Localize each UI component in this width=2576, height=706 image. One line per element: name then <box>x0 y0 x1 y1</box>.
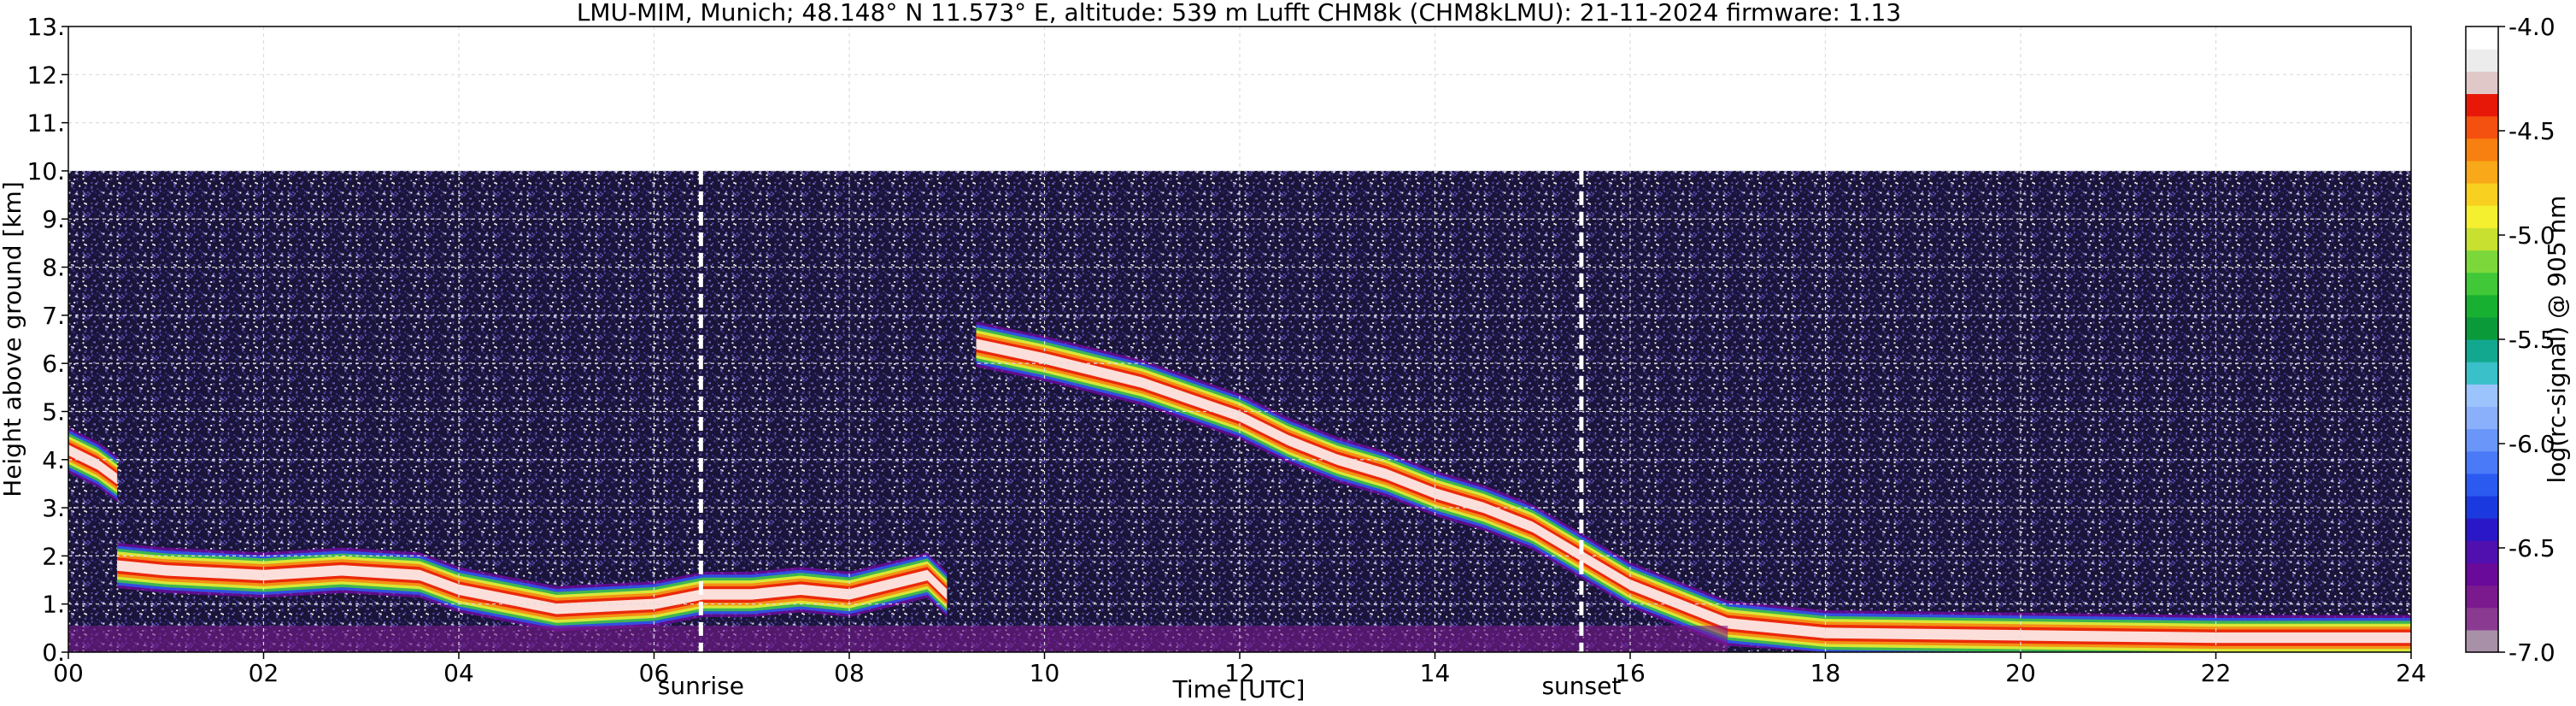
layer-band <box>117 560 948 615</box>
layer-band <box>976 324 2411 652</box>
y-tick-label: 6. <box>42 350 65 378</box>
y-tick-label: 10. <box>26 157 65 185</box>
y-axis-ticks: 0. 1. 2. 3. 4. 5. 6. 7. 8. 9. 10. 11. 12. 13. <box>26 13 68 667</box>
y-tick-label: 1. <box>42 591 65 619</box>
colorbar-ticks: -4.0 -4.5 -5.0 -5.5 -6.0 -6.5 -7.0 <box>2498 13 2555 667</box>
colorbar: -4.0 -4.5 -5.0 -5.5 -6.0 -6.5 -7.0 log(rc-sign… <box>2465 13 2571 667</box>
grid-lines <box>68 26 2411 652</box>
y-tick-label: 11. <box>26 109 65 138</box>
event-lines <box>698 170 1584 652</box>
chart-title: LMU-MIM, Munich; 48.148° N 11.573° E, al… <box>577 0 1901 26</box>
colorbar-segment <box>2466 562 2498 586</box>
colorbar-segment <box>2466 339 2498 362</box>
y-tick-label: 12. <box>26 61 65 89</box>
colorbar-segment <box>2466 160 2498 184</box>
colorbar-segment <box>2466 496 2498 519</box>
x-tick-label: 18 <box>1810 659 1841 687</box>
layer-1 <box>68 427 118 502</box>
colorbar-segment <box>2466 607 2498 631</box>
colorbar-segment <box>2466 518 2498 541</box>
y-tick-label: 2. <box>42 542 65 570</box>
colorbar-segment <box>2466 450 2498 474</box>
colorbar-tick-label: -4.0 <box>2509 13 2555 41</box>
colorbar-segment <box>2466 540 2498 564</box>
x-tick-label: 02 <box>249 659 279 687</box>
colorbar-segment <box>2466 250 2498 274</box>
colorbar-segment <box>2466 272 2498 296</box>
colorbar-segment <box>2466 26 2498 50</box>
cloud-layers <box>68 321 2411 652</box>
x-tick-label: 10 <box>1030 659 1060 687</box>
event-label-sunrise: sunrise <box>658 672 744 700</box>
colorbar-segment <box>2466 93 2498 117</box>
x-tick-label: 00 <box>53 659 84 687</box>
layer-band <box>68 444 118 485</box>
colorbar-segment <box>2466 138 2498 162</box>
x-axis-ticks: 00 02 04 06 08 10 12 14 16 18 20 22 24 <box>53 652 2426 687</box>
event-label-sunset: sunset <box>1541 672 1621 700</box>
y-axis-label: Height above ground [km] <box>0 181 26 497</box>
x-tick-label: 24 <box>2396 659 2426 687</box>
x-axis-label: Time [UTC] <box>1172 675 1306 703</box>
y-tick-label: 7. <box>42 302 65 330</box>
colorbar-segment <box>2466 473 2498 497</box>
x-tick-label: 12 <box>1224 659 1255 687</box>
y-tick-label: 9. <box>42 205 65 233</box>
colorbar-segment <box>2466 205 2498 228</box>
y-tick-label: 13. <box>26 13 65 41</box>
colorbar-segment <box>2466 629 2498 653</box>
colorbar-segment <box>2466 183 2498 206</box>
x-tick-label: 04 <box>443 659 474 687</box>
x-tick-label: 06 <box>639 659 670 687</box>
colorbar-segment <box>2466 49 2498 72</box>
plot-area <box>68 26 2411 652</box>
event-labels: sunrise sunset <box>658 672 1622 700</box>
layer-2 <box>117 543 948 632</box>
colorbar-segments <box>2466 26 2498 653</box>
colorbar-tick-label: -7.0 <box>2509 638 2555 667</box>
colorbar-tick-label: -6.5 <box>2509 534 2555 562</box>
colorbar-segment <box>2466 115 2498 139</box>
y-tick-label: 8. <box>42 254 65 282</box>
colorbar-label: log(rc-signal) @ 905 nm <box>2543 196 2571 484</box>
colorbar-segment <box>2466 406 2498 430</box>
x-tick-label: 08 <box>834 659 865 687</box>
colorbar-segment <box>2466 428 2498 452</box>
x-tick-label: 14 <box>1420 659 1451 687</box>
colorbar-segment <box>2466 585 2498 609</box>
y-tick-label: 0. <box>42 638 65 667</box>
colorbar-segment <box>2466 71 2498 95</box>
colorbar-segment <box>2466 362 2498 385</box>
colorbar-segment <box>2466 316 2498 340</box>
colorbar-tick-label: -4.5 <box>2509 117 2555 145</box>
colorbar-segment <box>2466 294 2498 318</box>
colorbar-segment <box>2466 227 2498 251</box>
y-tick-label: 5. <box>42 397 65 426</box>
x-tick-label: 22 <box>2201 659 2232 687</box>
x-tick-label: 20 <box>2005 659 2036 687</box>
colorbar-segment <box>2466 384 2498 408</box>
y-tick-label: 4. <box>42 446 65 474</box>
colorbar-tick-label: -5.0 <box>2509 221 2555 250</box>
layer-0 <box>976 321 2411 652</box>
colorbar-tick-label: -6.0 <box>2509 430 2555 458</box>
colorbar-tick-label: -5.5 <box>2509 326 2555 354</box>
x-tick-label: 16 <box>1615 659 1646 687</box>
surface-aerosol-layer <box>68 626 1728 652</box>
y-tick-label: 3. <box>42 494 65 522</box>
